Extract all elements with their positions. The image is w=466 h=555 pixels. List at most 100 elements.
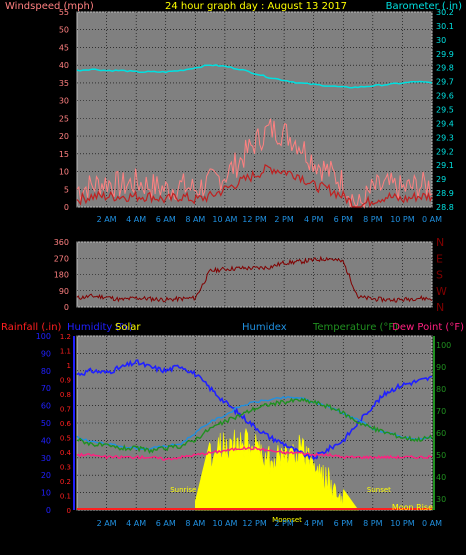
baro-tick-label: 30.2: [436, 8, 454, 17]
temperature-tick-label: 60: [436, 429, 446, 438]
humidity-tick-label: 70: [41, 384, 51, 393]
humidity-tick-label: 80: [41, 367, 51, 376]
temperature-tick-label: 40: [436, 473, 446, 482]
compass-label: S: [436, 269, 443, 282]
dewpoint-line: [76, 445, 433, 461]
wind-tick-label: 10: [59, 168, 69, 177]
wind-tick-label: 15: [59, 150, 69, 159]
humidity-tick-label: 50: [41, 419, 51, 428]
temperature-x-tick-label: 12 PM: [242, 519, 267, 528]
chart-title: 24 hour graph day : August 13 2017: [165, 1, 347, 12]
sunrise-annotation: Sunrise: [170, 486, 196, 494]
solar-axis-title: Solar: [115, 322, 141, 333]
compass-label: E: [436, 252, 443, 265]
temperature-x-tick-label: 2 AM: [97, 519, 117, 528]
temperature-tick-label: 80: [436, 385, 446, 394]
temperature-x-tick-label: 10 PM: [390, 519, 415, 528]
wind-x-tick-label: 6 AM: [156, 215, 176, 224]
rainfall-tick-label: 1: [67, 362, 71, 370]
humidity-tick-label: 10: [41, 489, 51, 498]
humidity-line: [76, 359, 433, 461]
humidity-tick-label: 40: [41, 436, 51, 445]
temperature-x-tick-label: 8 AM: [185, 519, 205, 528]
wind-x-tick-label: 8 AM: [185, 215, 205, 224]
wind-x-tick-label: 2 AM: [97, 215, 117, 224]
wind-tick-label: 55: [59, 8, 69, 17]
temperature-x-tick-label: 6 AM: [156, 519, 176, 528]
baro-tick-label: 29.2: [436, 147, 454, 156]
barometer-axis-title: Barometer (.in): [386, 1, 462, 12]
temperature-x-tick-label: 4 AM: [126, 519, 146, 528]
wind-x-tick-label: 12 PM: [242, 215, 267, 224]
compass-label: N: [436, 236, 444, 249]
temperature-x-tick-label: 4 PM: [304, 519, 323, 528]
wind-tick-label: 45: [59, 43, 69, 52]
humidity-axis-title: Humidity (%): [67, 322, 133, 333]
rainfall-tick-label: 0.1: [60, 493, 71, 501]
temperature-tick-label: 50: [436, 451, 446, 460]
direction-tick-label: 0: [64, 303, 69, 312]
humidity-tick-label: 0: [46, 506, 51, 515]
direction-tick-label: 270: [54, 254, 69, 263]
humidity-tick-label: 90: [41, 349, 51, 358]
moonrise-annotation: Moon Rise: [392, 503, 433, 512]
wind-tick-label: 20: [59, 132, 69, 141]
rainfall-tick-label: 0.8: [60, 391, 71, 399]
temperature-x-tick-label: 8 PM: [363, 519, 382, 528]
compass-label: W: [436, 285, 447, 298]
compass-label: N: [436, 301, 444, 314]
temperature-axis-title: Temperature (°F): [312, 322, 398, 333]
humidity-tick-label: 60: [41, 402, 51, 411]
wind-x-tick-label: 6 PM: [334, 215, 353, 224]
baro-tick-label: 29.6: [436, 92, 454, 101]
baro-tick-label: 29.4: [436, 119, 454, 128]
wind-tick-label: 50: [59, 26, 69, 35]
humidity-tick-label: 20: [41, 471, 51, 480]
wind-tick-label: 35: [59, 79, 69, 88]
wind-x-tick-label: 2 PM: [274, 215, 293, 224]
temperature-x-tick-label: 6 PM: [334, 519, 353, 528]
direction-tick-label: 90: [59, 287, 69, 296]
rainfall-tick-label: 0.9: [60, 377, 71, 385]
dewpoint-axis-title: Dew Point (°F): [392, 322, 464, 333]
humidex-axis-title: Humidex: [242, 322, 287, 333]
baro-tick-label: 30.1: [436, 22, 454, 31]
temperature-tick-label: 30: [436, 495, 446, 504]
wind-tick-label: 40: [59, 61, 69, 70]
wind-x-tick-label: 10 PM: [390, 215, 415, 224]
rainfall-tick-label: 0.7: [60, 406, 71, 414]
wind-x-tick-label: 4 AM: [126, 215, 146, 224]
baro-tick-label: 29.9: [436, 50, 454, 59]
wind-tick-label: 5: [64, 185, 69, 194]
baro-tick-label: 29: [436, 175, 446, 184]
rainfall-tick-label: 1.1: [60, 348, 71, 356]
baro-tick-label: 29.5: [436, 106, 454, 115]
wind-tick-label: 25: [59, 114, 69, 123]
rainfall-tick-label: 0.2: [60, 478, 71, 486]
rainfall-tick-label: 0.5: [60, 435, 71, 443]
moonset-annotation: Moonset: [272, 516, 302, 524]
barometer-line: [76, 64, 433, 89]
baro-tick-label: 29.1: [436, 161, 454, 170]
rainfall-tick-label: 0.3: [60, 464, 71, 472]
temperature-line: [76, 397, 433, 455]
wind-direction-line: [76, 255, 433, 304]
wind-tick-label: 30: [59, 97, 69, 106]
wind-tick-label: 0: [64, 203, 69, 212]
rainfall-tick-label: 0.4: [60, 449, 72, 457]
sunset-annotation: Sunset: [367, 486, 391, 494]
temperature-tick-label: 70: [436, 407, 446, 416]
wind-x-tick-label: 0 AM: [422, 215, 442, 224]
solar-area: [195, 428, 359, 511]
baro-tick-label: 28.9: [436, 189, 454, 198]
wind-gust-line: [76, 118, 433, 209]
rainfall-tick-label: 1.2: [60, 333, 71, 341]
wind-x-tick-label: 8 PM: [363, 215, 382, 224]
rainfall-tick-label: 0.6: [60, 420, 72, 428]
baro-tick-label: 29.3: [436, 133, 454, 142]
humidity-tick-label: 30: [41, 454, 51, 463]
temperature-tick-label: 90: [436, 363, 446, 372]
wind-x-tick-label: 10 AM: [212, 215, 237, 224]
